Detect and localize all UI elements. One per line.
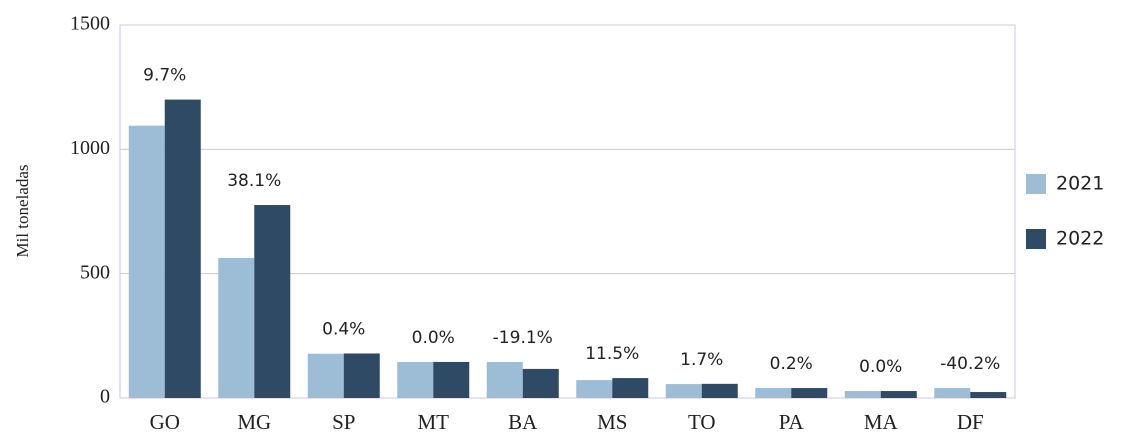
x-tick-label: MS — [597, 410, 627, 434]
y-tick-label: 0 — [100, 386, 110, 408]
annotation: 0.2% — [770, 354, 813, 374]
legend-swatch — [1026, 174, 1046, 194]
bar — [254, 205, 291, 398]
bar — [218, 258, 255, 398]
x-tick-label: PA — [779, 410, 805, 434]
bar — [433, 361, 470, 398]
x-tick-label: MA — [864, 410, 899, 434]
bar — [486, 361, 523, 398]
bar — [665, 384, 702, 398]
bar — [343, 353, 380, 398]
x-tick-label: BA — [508, 410, 538, 434]
bar — [755, 388, 792, 398]
bar — [880, 391, 917, 398]
annotation: 0.4% — [322, 319, 365, 339]
bar — [307, 353, 344, 398]
annotation: 0.0% — [859, 357, 902, 377]
bar — [397, 361, 434, 398]
bar — [164, 99, 201, 398]
annotation: 38.1% — [227, 171, 281, 191]
bar — [128, 125, 165, 399]
bar — [522, 368, 559, 398]
y-tick-label: 500 — [80, 261, 110, 283]
bar — [970, 392, 1007, 398]
annotation: -19.1% — [493, 328, 553, 348]
y-tick-label: 1000 — [70, 137, 110, 159]
legend-label: 2021 — [1056, 173, 1104, 195]
annotation: 11.5% — [585, 344, 639, 364]
annotation: -40.2% — [940, 354, 1000, 374]
annotation: 0.0% — [412, 328, 455, 348]
bar — [934, 388, 971, 398]
legend-swatch — [1026, 229, 1046, 249]
legend-label: 2022 — [1056, 228, 1104, 250]
bar — [612, 378, 649, 398]
x-tick-label: GO — [150, 410, 180, 434]
x-tick-label: MT — [418, 410, 450, 434]
annotation: 1.7% — [680, 350, 723, 370]
x-tick-label: MG — [237, 410, 271, 434]
y-axis-label: Mil toneladas — [13, 164, 32, 257]
annotation: 9.7% — [143, 66, 186, 86]
bar — [701, 383, 738, 398]
x-tick-label: SP — [332, 410, 355, 434]
bar — [844, 391, 881, 398]
x-tick-label: DF — [957, 410, 984, 434]
x-tick-label: TO — [688, 410, 716, 434]
bar — [576, 380, 613, 398]
bar — [791, 388, 828, 398]
y-tick-label: 1500 — [70, 13, 110, 35]
